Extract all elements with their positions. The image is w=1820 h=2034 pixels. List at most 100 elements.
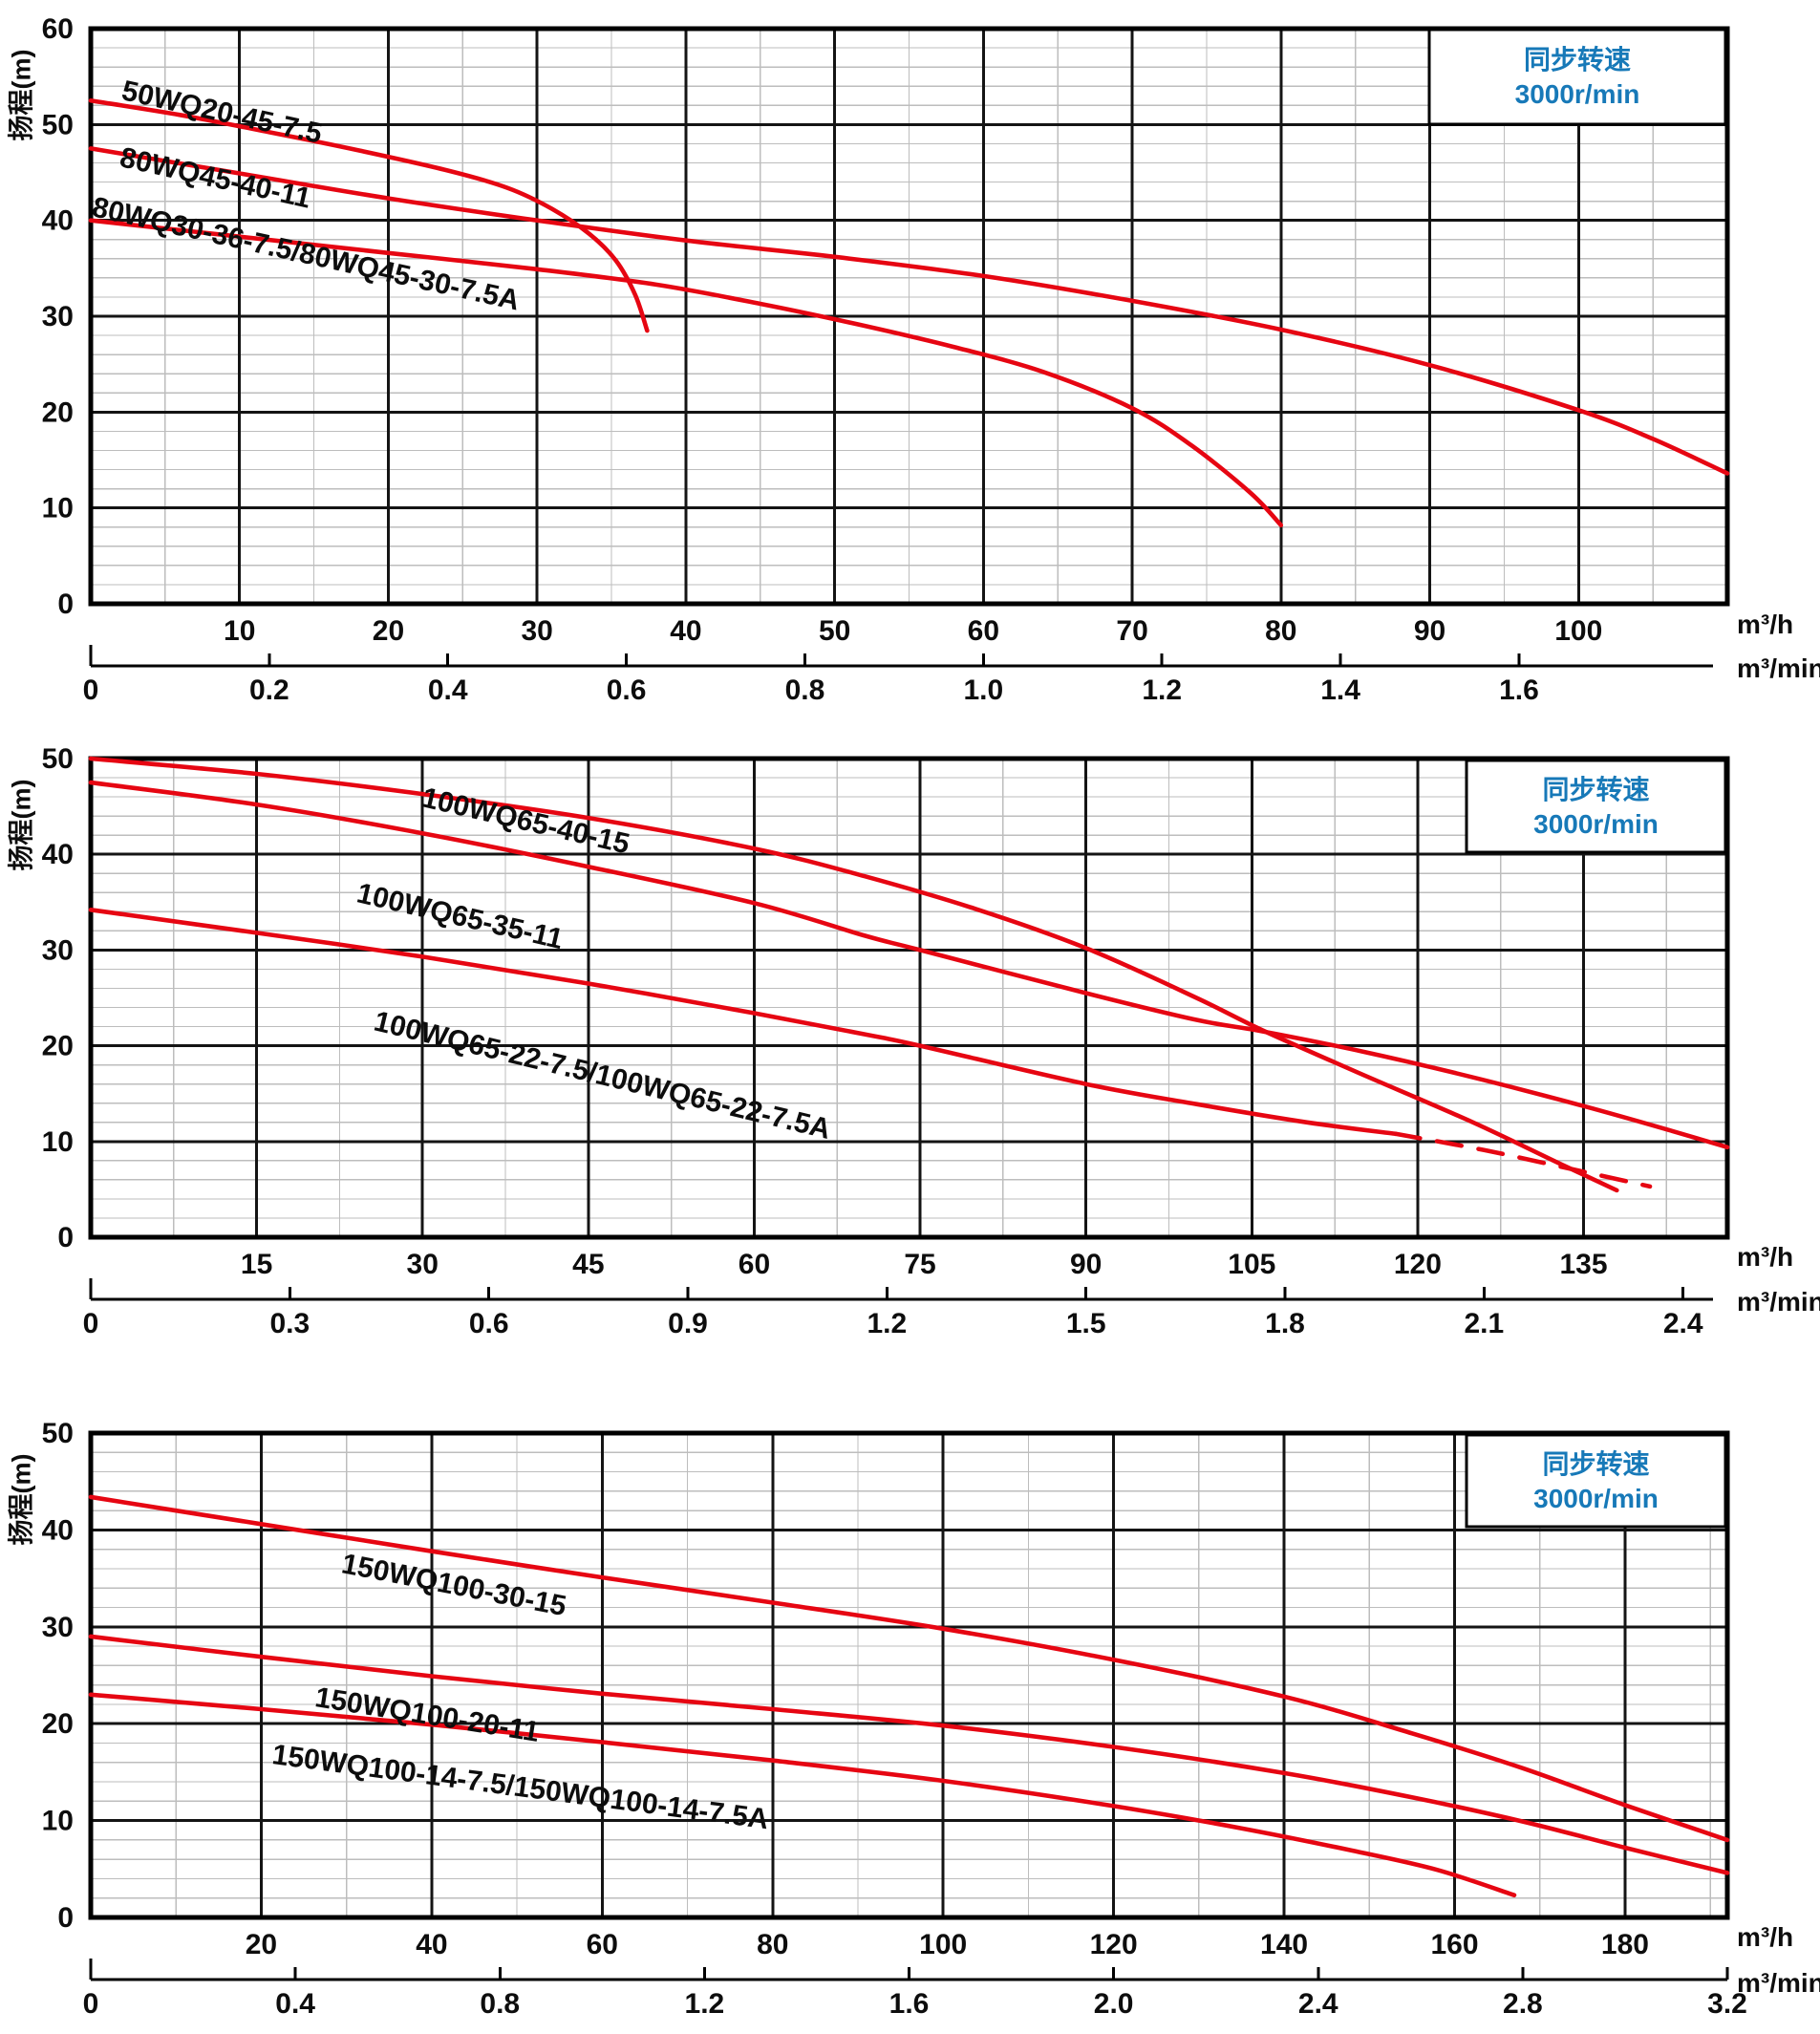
sync-speed-box <box>1465 1433 1727 1529</box>
pump-curves <box>88 1494 1730 1897</box>
x-tick-labels-m3h: 10 20 30 40 50 60 70 80 90 100 <box>224 615 1602 647</box>
x-tick-label-m3h: 160 <box>1430 1929 1478 1960</box>
x-tick-label-m3h: 120 <box>1394 1249 1442 1280</box>
m3min-axis <box>89 1959 1729 1981</box>
x-tick-label-m3min: 1.2 <box>685 1988 725 2020</box>
grid-minor <box>91 759 1727 1237</box>
x-tick-label-m3min: 0.3 <box>269 1308 310 1339</box>
x-tick-label-m3min: 0.6 <box>607 674 647 706</box>
plot-border <box>88 1430 1730 1920</box>
y-tick-label: 30 <box>42 1612 74 1643</box>
x-tick-label-m3min: 2.4 <box>1663 1308 1703 1339</box>
x-tick-label-m3min: 0.8 <box>785 674 825 706</box>
y-tick-label: 40 <box>42 839 74 870</box>
x-tick-label-m3min: 0.8 <box>480 1988 520 2020</box>
x-tick-label-m3h: 140 <box>1260 1929 1308 1960</box>
x-tick-label-m3min: 1.6 <box>889 1988 930 2020</box>
sync-speed-box <box>1427 28 1727 126</box>
y-tick-label: 0 <box>57 1902 74 1934</box>
x-tick-label-m3h: 40 <box>670 615 701 647</box>
pump-curve-dashed-tail <box>1393 1131 1653 1189</box>
grid-major <box>91 759 1727 1237</box>
y-tick-label: 0 <box>57 1222 74 1253</box>
x-tick-label-m3min: 0.4 <box>428 674 468 706</box>
y-tick-label: 50 <box>42 1418 74 1449</box>
x-tick-label-m3min: 2.1 <box>1465 1308 1505 1339</box>
x-tick-label-m3h: 90 <box>1070 1249 1102 1280</box>
y-tick-labels: 0 10 20 30 40 50 60 <box>42 13 74 620</box>
pump-curves <box>88 97 1730 527</box>
pump-curve <box>88 146 1730 476</box>
x-tick-label-m3min: 1.0 <box>964 674 1004 706</box>
x-tick-label-m3min: 0.2 <box>249 674 289 706</box>
x-tick-label-m3h: 80 <box>757 1929 788 1960</box>
x-tick-label-m3h: 120 <box>1090 1929 1138 1960</box>
x-tick-labels-m3h: 15 30 45 60 75 90 105 120 135 <box>241 1249 1608 1280</box>
grid-major <box>91 1433 1727 1917</box>
y-tick-label: 0 <box>57 589 74 620</box>
x-tick-label-m3h: 60 <box>587 1929 618 1960</box>
x-tick-label-m3min: 1.8 <box>1265 1308 1305 1339</box>
x-tick-label-m3h: 90 <box>1414 615 1445 647</box>
x-tick-label-m3min: 3.2 <box>1707 1988 1747 2020</box>
plot-border <box>88 26 1730 607</box>
pump-curve <box>88 780 1730 1150</box>
x-tick-label-m3h: 45 <box>572 1249 604 1280</box>
x-tick-label-m3min: 2.8 <box>1503 1988 1543 2020</box>
x-tick-label-m3h: 10 <box>224 615 255 647</box>
x-tick-label-m3h: 100 <box>1554 615 1602 647</box>
y-tick-label: 50 <box>42 109 74 140</box>
pump-curve <box>88 1634 1730 1875</box>
x-tick-label-m3h: 105 <box>1228 1249 1275 1280</box>
x-tick-labels-m3h: 20 40 60 80 100 120 140 160 180 <box>246 1929 1649 1960</box>
x-tick-label-m3h: 180 <box>1601 1929 1649 1960</box>
sync-speed-box <box>1465 759 1727 854</box>
x-tick-label-m3min: 0 <box>83 674 99 706</box>
x-tick-label-m3h: 20 <box>373 615 404 647</box>
chart-3: 0 10 20 30 40 50 20 40 60 80 100 120 140 160 180 0 0.4 0.… <box>42 1418 1747 2020</box>
x-tick-label-m3h: 50 <box>819 615 850 647</box>
x-tick-labels-m3min: 0 0.4 0.8 1.2 1.6 2.0 2.4 2.8 3.2 <box>83 1988 1747 2020</box>
x-tick-label-m3min: 0.6 <box>469 1308 509 1339</box>
x-tick-label-m3h: 30 <box>407 1249 439 1280</box>
y-tick-label: 40 <box>42 205 74 237</box>
x-tick-label-m3min: 1.2 <box>1142 674 1182 706</box>
x-tick-label-m3h: 70 <box>1116 615 1147 647</box>
y-tick-label: 50 <box>42 743 74 775</box>
x-tick-label-m3min: 0.4 <box>275 1988 315 2020</box>
x-tick-label-m3min: 0 <box>83 1308 99 1339</box>
x-tick-label-m3h: 135 <box>1560 1249 1608 1280</box>
y-tick-labels: 0 10 20 30 40 50 <box>42 1418 74 1934</box>
x-tick-label-m3min: 0.9 <box>668 1308 708 1339</box>
y-tick-label: 30 <box>42 934 74 966</box>
y-tick-label: 10 <box>42 1126 74 1158</box>
m3min-axis <box>89 1278 1713 1301</box>
x-tick-label-m3min: 1.6 <box>1499 674 1539 706</box>
x-tick-label-m3h: 40 <box>416 1929 447 1960</box>
grid-major <box>91 29 1727 604</box>
x-tick-label-m3min: 2.4 <box>1298 1988 1338 2020</box>
x-tick-label-m3h: 100 <box>919 1929 967 1960</box>
x-tick-label-m3h: 30 <box>521 615 552 647</box>
y-tick-label: 20 <box>42 396 74 428</box>
m3min-axis <box>89 645 1713 668</box>
x-tick-label-m3h: 20 <box>246 1929 277 1960</box>
x-tick-label-m3h: 80 <box>1265 615 1296 647</box>
x-tick-label-m3h: 75 <box>904 1249 935 1280</box>
x-tick-label-m3h: 60 <box>739 1249 770 1280</box>
y-tick-labels: 0 10 20 30 40 50 <box>42 743 74 1253</box>
y-tick-label: 60 <box>42 13 74 45</box>
pump-curve <box>88 218 1284 527</box>
pump-curve <box>88 908 1399 1137</box>
pump-curve <box>88 756 1619 1193</box>
x-tick-label-m3min: 1.5 <box>1066 1308 1106 1339</box>
y-tick-label: 40 <box>42 1514 74 1546</box>
x-tick-label-m3min: 1.4 <box>1320 674 1360 706</box>
y-tick-label: 20 <box>42 1708 74 1740</box>
pump-curve <box>88 1692 1517 1897</box>
y-tick-label: 30 <box>42 301 74 332</box>
pump-curves <box>88 756 1730 1193</box>
